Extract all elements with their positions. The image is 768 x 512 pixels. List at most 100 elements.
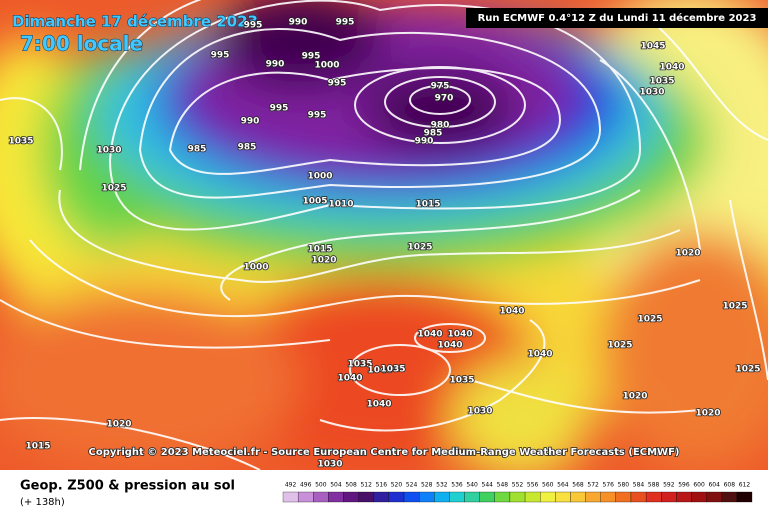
colorbar-swatch (282, 491, 299, 503)
colorbar-label: 548 (497, 482, 509, 489)
colorbar-swatch (676, 491, 692, 503)
colorbar-label: 600 (693, 482, 705, 489)
isobar-label: 995 (328, 79, 347, 89)
isobar-label: 1015 (25, 442, 50, 452)
colorbar-swatch (434, 491, 450, 503)
colorbar-swatch (555, 491, 571, 503)
isobar-label: 995 (308, 111, 327, 121)
isobar-label: 1045 (640, 42, 665, 52)
isobar-label: 1020 (106, 420, 131, 430)
colorbar-swatch (570, 491, 586, 503)
isobar-label: 1040 (366, 400, 391, 410)
isobar-label: 1040 (499, 307, 524, 317)
copyright: Copyright © 2023 Meteociel.fr - Source E… (89, 447, 680, 458)
colorbar-label: 500 (315, 482, 327, 489)
colorbar-label: 576 (603, 482, 615, 489)
colorbar-swatch (540, 491, 556, 503)
isobar-label: 1040 (527, 350, 552, 360)
run-banner (466, 8, 768, 28)
colorbar-swatch (419, 491, 435, 503)
isobar-label: 1020 (695, 409, 720, 419)
colorbar: 492 496 500 504 508 512 516 520 524 528 532 536 540 5… (282, 482, 753, 503)
lead-time: (+ 138h) (20, 497, 65, 508)
colorbar-swatch (630, 491, 647, 503)
colorbar-label: 536 (451, 482, 463, 489)
colorbar-label: 564 (557, 482, 569, 489)
colorbar-label: 572 (587, 482, 599, 489)
colorbar-label: 516 (376, 482, 388, 489)
colorbar-swatch (464, 491, 480, 503)
isobar-label: 1035 (380, 365, 405, 375)
colorbar-swatch (645, 491, 662, 503)
isobar-label: 990 (289, 18, 308, 28)
isobar-label: 985 (238, 143, 257, 153)
isobar-label: 1035 (649, 77, 674, 87)
colorbar-swatch (615, 491, 632, 503)
colorbar-label: 604 (708, 482, 720, 489)
colorbar-label: 532 (436, 482, 448, 489)
isobar-label: 1025 (101, 184, 126, 194)
colorbar-label: 588 (648, 482, 660, 489)
isobar-label: 990 (241, 117, 260, 127)
colorbar-label: 524 (406, 482, 418, 489)
isobar-label: 1035 (449, 376, 474, 386)
colorbar-label: 508 (345, 482, 357, 489)
colorbar-swatch (585, 491, 601, 503)
isobar-label: 1025 (407, 243, 432, 253)
colorbar-label: 528 (421, 482, 433, 489)
colorbar-swatch (706, 491, 722, 503)
isobar-label: 1000 (307, 172, 332, 182)
colorbar-label: 556 (527, 482, 539, 489)
colorbar-label: 580 (618, 482, 630, 489)
map-title: Dimanche 17 décembre 2023 (12, 13, 258, 31)
isobar-label: 990 (415, 137, 434, 147)
colorbar-swatch (524, 491, 541, 503)
isobar-label: 1030 (467, 407, 492, 417)
colorbar-label: 520 (391, 482, 403, 489)
colorbar-swatch (691, 491, 707, 503)
isobar-label: 1025 (735, 365, 760, 375)
isobar-label: 995 (244, 21, 263, 31)
colorbar-label: 544 (482, 482, 494, 489)
isobar-label: 1040 (417, 330, 442, 340)
isobar-label: 1035 (347, 360, 372, 370)
colorbar-swatch (403, 491, 420, 503)
isobar-label: 1030 (317, 460, 342, 470)
isobar-label: 1015 (307, 245, 332, 255)
colorbar-label: 596 (678, 482, 690, 489)
field (0, 0, 768, 470)
isobar-label: 985 (424, 129, 443, 139)
isobar-label: 1000 (314, 61, 339, 71)
isobar-label: 1025 (637, 315, 662, 325)
isobar-label: 1020 (675, 249, 700, 259)
isobar-label: 990 (266, 60, 285, 70)
colorbar-label: 592 (663, 482, 675, 489)
colorbar-swatch (449, 491, 465, 503)
colorbar-label: 612 (739, 482, 751, 489)
colorbar-swatch (388, 491, 405, 503)
colorbar-swatch (328, 491, 344, 503)
isobar-label: 1040 (447, 330, 472, 340)
run-info: Run ECMWF 0.4°12 Z du Lundi 11 décembre … (478, 12, 757, 24)
colorbar-label: 496 (300, 482, 312, 489)
colorbar-swatch (494, 491, 511, 503)
colorbar-swatch (509, 491, 526, 503)
isobar-label: 1040 (337, 374, 362, 384)
isobar-label: 1040 (367, 366, 392, 376)
isobar-label: 1015 (415, 200, 440, 210)
isobar-label: 985 (188, 145, 207, 155)
isobar-label: 995 (270, 104, 289, 114)
isobar-label: 970 (435, 94, 454, 104)
colorbar-swatch (736, 491, 753, 503)
isobar-label: 1030 (639, 88, 664, 98)
footer (0, 470, 768, 512)
isobar-label: 1010 (328, 200, 353, 210)
colorbar-label: 492 (285, 482, 297, 489)
map-time: 7:00 locale (20, 32, 143, 56)
isobar-label: 980 (431, 121, 450, 131)
colorbar-swatch (661, 491, 677, 503)
isobar-label: 995 (211, 51, 230, 61)
isobar-label: 1000 (243, 263, 268, 273)
colorbar-label: 512 (360, 482, 372, 489)
